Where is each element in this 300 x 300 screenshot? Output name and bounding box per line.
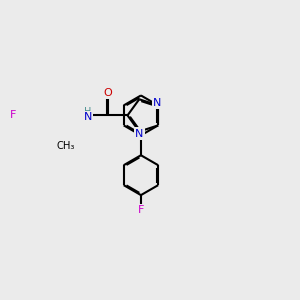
Text: O: O: [103, 88, 112, 98]
Text: F: F: [10, 110, 16, 120]
Text: N: N: [83, 112, 92, 122]
Text: F: F: [138, 205, 144, 215]
Text: N: N: [153, 98, 161, 108]
Text: N: N: [135, 129, 143, 139]
Text: CH₃: CH₃: [56, 141, 74, 151]
Text: H: H: [84, 107, 91, 117]
